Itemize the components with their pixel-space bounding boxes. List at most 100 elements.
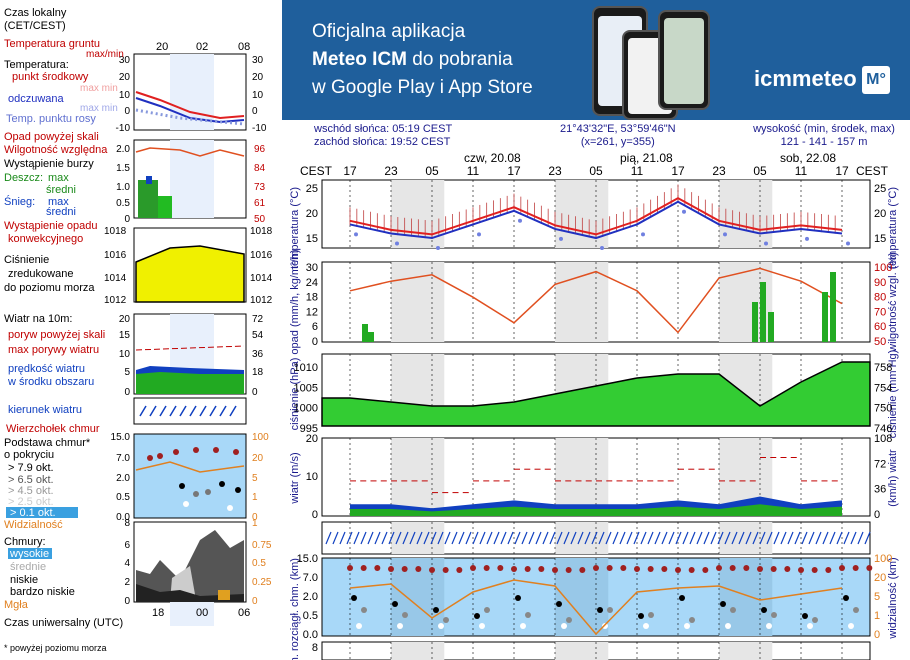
wind-arrow [556,531,563,545]
legend-convective: Wystąpienie opadu [4,220,97,232]
precip-tick: 24 [306,277,318,289]
hour-label: 11 [631,164,644,178]
cloud-top-dot [716,565,722,571]
legend-temperature: Temperatura: [4,59,69,71]
wind-arrow [325,531,332,545]
wind-arrow [703,531,710,545]
cloud-top-dot [675,567,681,573]
wind-arrow [507,531,514,545]
vis-tick: 0 [874,629,880,641]
dew-point [395,241,399,246]
wind-arrow [850,531,857,545]
fog-tick: 0.25 [252,577,272,588]
vis-tick: 0 [252,512,258,523]
temp-tick: 25 [874,183,886,195]
axis-pressure: ciśnienie (hPa) [289,358,301,431]
dew-point [641,232,645,237]
cloud-base-dot [597,607,603,613]
vis-tick: 100 [874,553,892,565]
cloud-base-dot [351,595,357,601]
hour-label: 11 [467,164,480,178]
night-stripe [391,642,445,660]
cloud-legend-box [133,433,247,519]
legend-felt: odczuwana [8,93,65,105]
night-stripe [391,522,445,554]
legend-footnote: * powyżej poziomu morza [4,643,107,653]
wind-arrow [521,531,528,545]
fog-tick: 0.75 [252,540,272,551]
tz-label-right: CEST [856,164,889,178]
wind-arrow [780,531,787,545]
wind-tick: 72 [252,314,264,325]
utc-tick: 18 [152,607,164,619]
date-label: czw, 20.08 [464,151,521,165]
cloud-base-dot [812,617,818,623]
precip-bar [752,302,758,342]
wind-arrow [794,531,801,545]
hum-tick: 80 [874,292,886,304]
legend-panel: Czas lokalny (CET/CEST) 20 02 08 30 20 1… [4,7,273,653]
cloud-top-dot [688,567,695,573]
wind-arrow [619,531,626,545]
cloud-tick: 7.0 [303,572,318,584]
cloud-base-dot [607,607,613,613]
axis-humidity: wilgotność wzgl. (%) [887,252,899,353]
fog-tick: 1 [252,518,258,529]
temp-tick: -10 [116,123,131,134]
legend-snow-max: max [48,196,69,208]
axis-cloud: pion. rozciągł. chm. (km) [289,558,301,660]
dew-point [805,236,809,241]
hour-label: 05 [753,164,767,178]
legend-wind-dir: kierunek wiatru [8,404,82,416]
cloud-base-dot [766,623,772,629]
cloud-base-dot [525,612,531,618]
icm-logo: icmmeteo [754,66,857,91]
legend-wind-speed: prędkość wiatru [8,363,85,375]
banner-line3: w Google Play i App Store [312,77,533,98]
precip-tick: 0.5 [116,198,130,209]
wind-arrow [472,531,479,545]
hour-label: 17 [343,164,357,178]
wind-tick: 72 [874,458,886,470]
cloud-base-dot [438,623,444,629]
logo-badge: M° [862,66,890,94]
cloud-top-dot [757,566,763,572]
wind-arrow [675,531,682,545]
temp-line [349,196,843,236]
wind-center-area [350,504,842,516]
hour-label: 05 [589,164,603,178]
cloud-base-dot [843,595,849,601]
vis-tick: 5 [874,591,880,603]
legend-precip-above: Opad powyżej skali [4,131,99,143]
elevation-values: 121 - 141 - 157 m [780,136,868,148]
cloud-top-dot [811,567,818,573]
banner-text: Oficjalna aplikacja Meteo ICM do pobrani… [312,18,533,102]
cloud-top-dot [620,565,627,571]
wind-arrow [829,531,836,545]
wind-arrow [493,531,500,545]
promo-banner[interactable]: Oficjalna aplikacja Meteo ICM do pobrani… [282,0,910,120]
wind-arrow [542,531,549,545]
wind-tick: 54 [252,330,264,341]
hour-label: 17 [671,164,685,178]
press-tick: 995 [300,423,318,435]
wind-arrow [857,531,864,545]
wind-arrow [633,531,640,545]
precip-tick: 0 [124,214,130,225]
wind-arrow [717,531,724,545]
vis-tick: 1 [874,610,880,622]
press-tick: 1018 [104,226,127,237]
cloud-top-dot [852,565,859,571]
cloud-base-dot [689,617,695,623]
temp-tick: 15 [306,233,318,245]
wind-arrow [409,531,416,545]
phone-image [658,10,710,110]
legend-storm: Wystąpienie burzy [4,158,94,170]
temp-tick: 20 [119,72,131,83]
temp-tick: 30 [252,55,264,66]
hum-tick: 90 [874,277,886,289]
cloud-top-dot [593,565,599,571]
cloud-top-dot [552,567,558,573]
legend-snow: Śnieg: [4,195,35,208]
cloud-tick: 15.0 [111,432,131,443]
